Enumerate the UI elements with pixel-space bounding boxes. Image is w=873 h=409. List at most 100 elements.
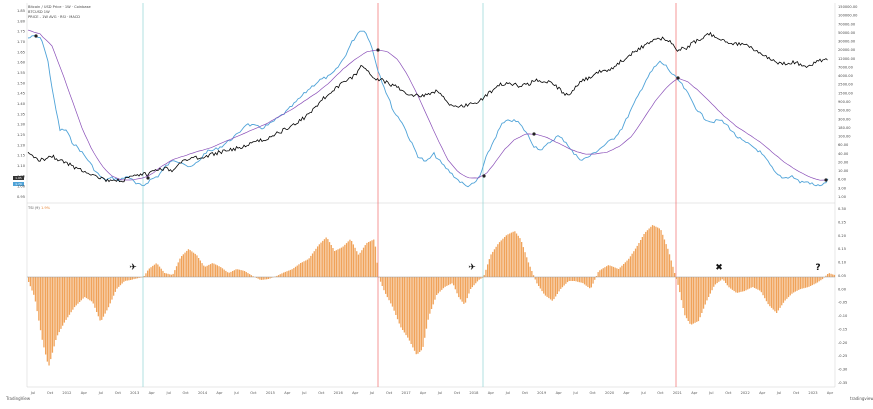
x-axis-tick: Oct: [454, 391, 461, 395]
histogram-bar: [615, 268, 616, 277]
histogram-bar: [344, 245, 345, 277]
histogram-bar: [604, 267, 605, 277]
histogram-bar: [225, 271, 226, 277]
histogram-bar: [159, 267, 160, 277]
x-axis-tick: Jul: [572, 391, 577, 395]
histogram-bar: [572, 277, 573, 281]
histogram-bar: [196, 255, 197, 277]
histogram-bar: [796, 277, 797, 291]
oscillator-purple-line: [28, 30, 826, 180]
histogram-bar: [152, 266, 153, 277]
right-axis-tick: 50000.00: [838, 31, 856, 35]
histogram-bar: [395, 277, 396, 315]
histogram-bar: [380, 277, 381, 282]
histogram-bar: [785, 277, 786, 301]
x-axis-tick: Apr: [488, 391, 495, 395]
histogram-bar: [691, 277, 692, 325]
crossover-dot: [146, 176, 149, 179]
histogram-bar: [132, 277, 133, 280]
histogram-bar: [200, 261, 201, 278]
right-axis-tick: 70000.00: [838, 22, 856, 26]
x-axis-tick: Apr: [759, 391, 766, 395]
histogram-bar: [72, 277, 73, 310]
histogram-bars: [28, 225, 835, 365]
left-axis-tick: 1.25: [17, 133, 25, 137]
histogram-bar: [524, 252, 525, 277]
histogram-bar: [227, 272, 228, 277]
histogram-bar: [145, 273, 146, 277]
histogram-bar: [725, 277, 726, 283]
histogram-bar: [169, 274, 170, 277]
histogram-bar: [496, 247, 497, 277]
histogram-bar: [278, 275, 279, 277]
histogram-bar: [157, 265, 158, 278]
histogram-bar: [244, 271, 245, 277]
histogram-bar: [234, 270, 235, 277]
histogram-bar: [779, 277, 780, 308]
x-axis-tick: Jul: [301, 391, 306, 395]
right-axis-tick: 2500.00: [838, 83, 854, 87]
histogram-bar: [679, 277, 680, 292]
histogram-bar: [759, 277, 760, 291]
left-axis-tick: 1.85: [17, 9, 25, 13]
histogram-bar: [281, 273, 282, 277]
histogram-bar: [662, 235, 663, 277]
histogram-bar: [113, 277, 114, 296]
histogram-bar: [462, 277, 463, 302]
histogram-bar: [564, 277, 565, 286]
sub-axis-tick: -0.15: [838, 328, 847, 332]
right-axis-tick: 900.00: [838, 100, 851, 104]
histogram-bar: [586, 277, 587, 286]
histogram-bar: [815, 277, 816, 283]
sub-axis-tick: -0.30: [838, 368, 848, 372]
left-axis-tick: 1.30: [17, 123, 26, 127]
histogram-bar: [387, 277, 388, 297]
right-axis-tick: 4000.00: [838, 74, 854, 78]
right-axis-tick: 40.00: [838, 152, 849, 156]
histogram-bar: [320, 243, 321, 277]
histogram-bar: [660, 230, 661, 277]
left-axis-tick: 1.40: [17, 102, 26, 106]
x-axis-tick: Oct: [793, 391, 800, 395]
histogram-bar: [768, 277, 769, 304]
histogram-bar: [443, 277, 444, 288]
histogram-bar: [417, 277, 418, 354]
histogram-bar: [762, 277, 763, 295]
histogram-bar: [264, 277, 265, 280]
histogram-bar: [518, 236, 519, 277]
histogram-bar: [127, 277, 128, 281]
histogram-bar: [514, 231, 515, 277]
histogram-bar: [106, 277, 107, 310]
histogram-bar: [698, 277, 699, 321]
histogram-bar: [263, 277, 264, 280]
histogram-bar: [490, 254, 491, 277]
histogram-bar: [664, 240, 665, 278]
histogram-bar: [434, 277, 435, 300]
histogram-bar: [426, 277, 427, 329]
histogram-bar: [120, 277, 121, 285]
histogram-bar: [195, 254, 196, 277]
histogram-bar: [606, 266, 607, 277]
histogram-bar: [43, 277, 44, 347]
histogram-bar: [810, 277, 811, 286]
right-axis-tick: 12000.00: [838, 57, 856, 61]
histogram-bar: [621, 266, 622, 277]
x-axis-tick: Oct: [725, 391, 732, 395]
histogram-bar: [557, 277, 558, 294]
histogram-bar: [428, 277, 429, 320]
histogram-bar: [523, 247, 524, 277]
histogram-bar: [710, 277, 711, 294]
histogram-bar: [310, 256, 311, 277]
histogram-bar: [184, 253, 185, 277]
histogram-bar: [33, 277, 34, 295]
histogram-bar: [735, 277, 736, 292]
histogram-bar: [266, 277, 267, 279]
histogram-bar: [720, 277, 721, 281]
histogram-bar: [285, 272, 286, 277]
x-axis-tick: Apr: [216, 391, 223, 395]
histogram-bar: [519, 238, 520, 277]
histogram-bar: [677, 277, 678, 285]
histogram-bar: [487, 264, 488, 277]
histogram-bar: [77, 277, 78, 304]
